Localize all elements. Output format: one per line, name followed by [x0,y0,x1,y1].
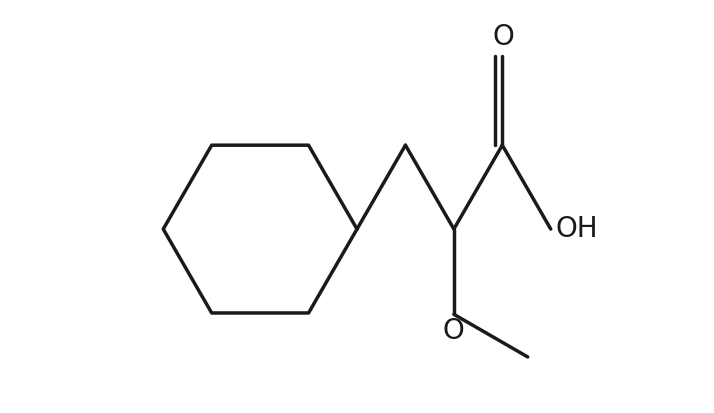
Text: O: O [493,23,514,51]
Text: O: O [443,317,465,345]
Text: OH: OH [555,215,598,243]
